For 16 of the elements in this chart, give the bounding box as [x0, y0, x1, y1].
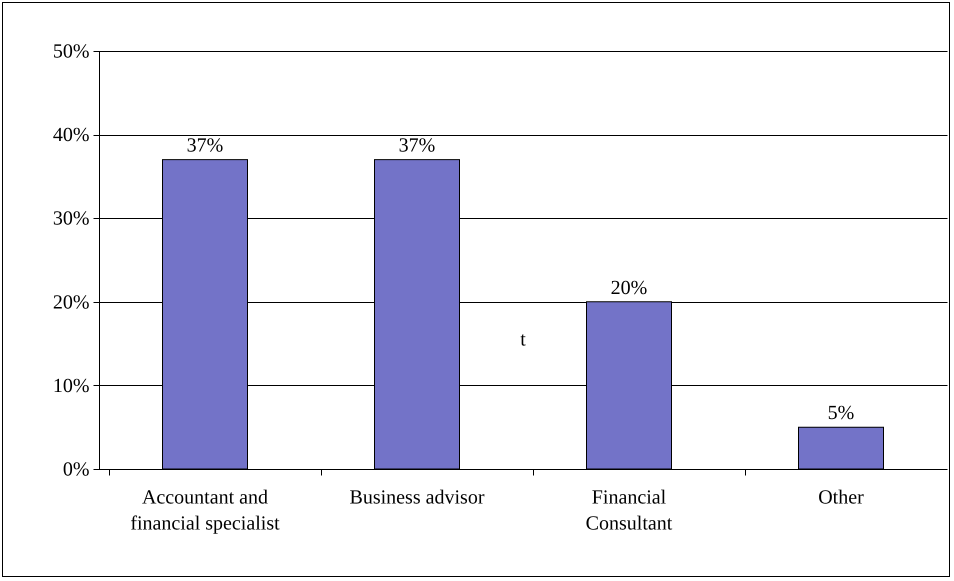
data-label: 37% [398, 134, 436, 157]
bar [798, 426, 884, 470]
x-tick-label: Other [818, 486, 864, 508]
x-tick-label: Business advisor [350, 486, 485, 508]
data-label: 5% [828, 402, 854, 424]
y-tick-label: 50% [52, 40, 90, 62]
y-tick-label: 10% [52, 374, 90, 397]
y-tick-label: 30% [52, 208, 90, 230]
annotation: t [520, 328, 526, 350]
data-label: 37% [186, 134, 224, 157]
y-tick-label: 20% [52, 291, 90, 314]
x-tick-label: Accountant and financial specialist [130, 486, 280, 534]
y-tick-label: 0% [62, 458, 90, 480]
x-tick-label: Financial Consultant [586, 486, 673, 534]
y-tick-label: 40% [52, 124, 90, 146]
data-label: 20% [610, 276, 648, 299]
